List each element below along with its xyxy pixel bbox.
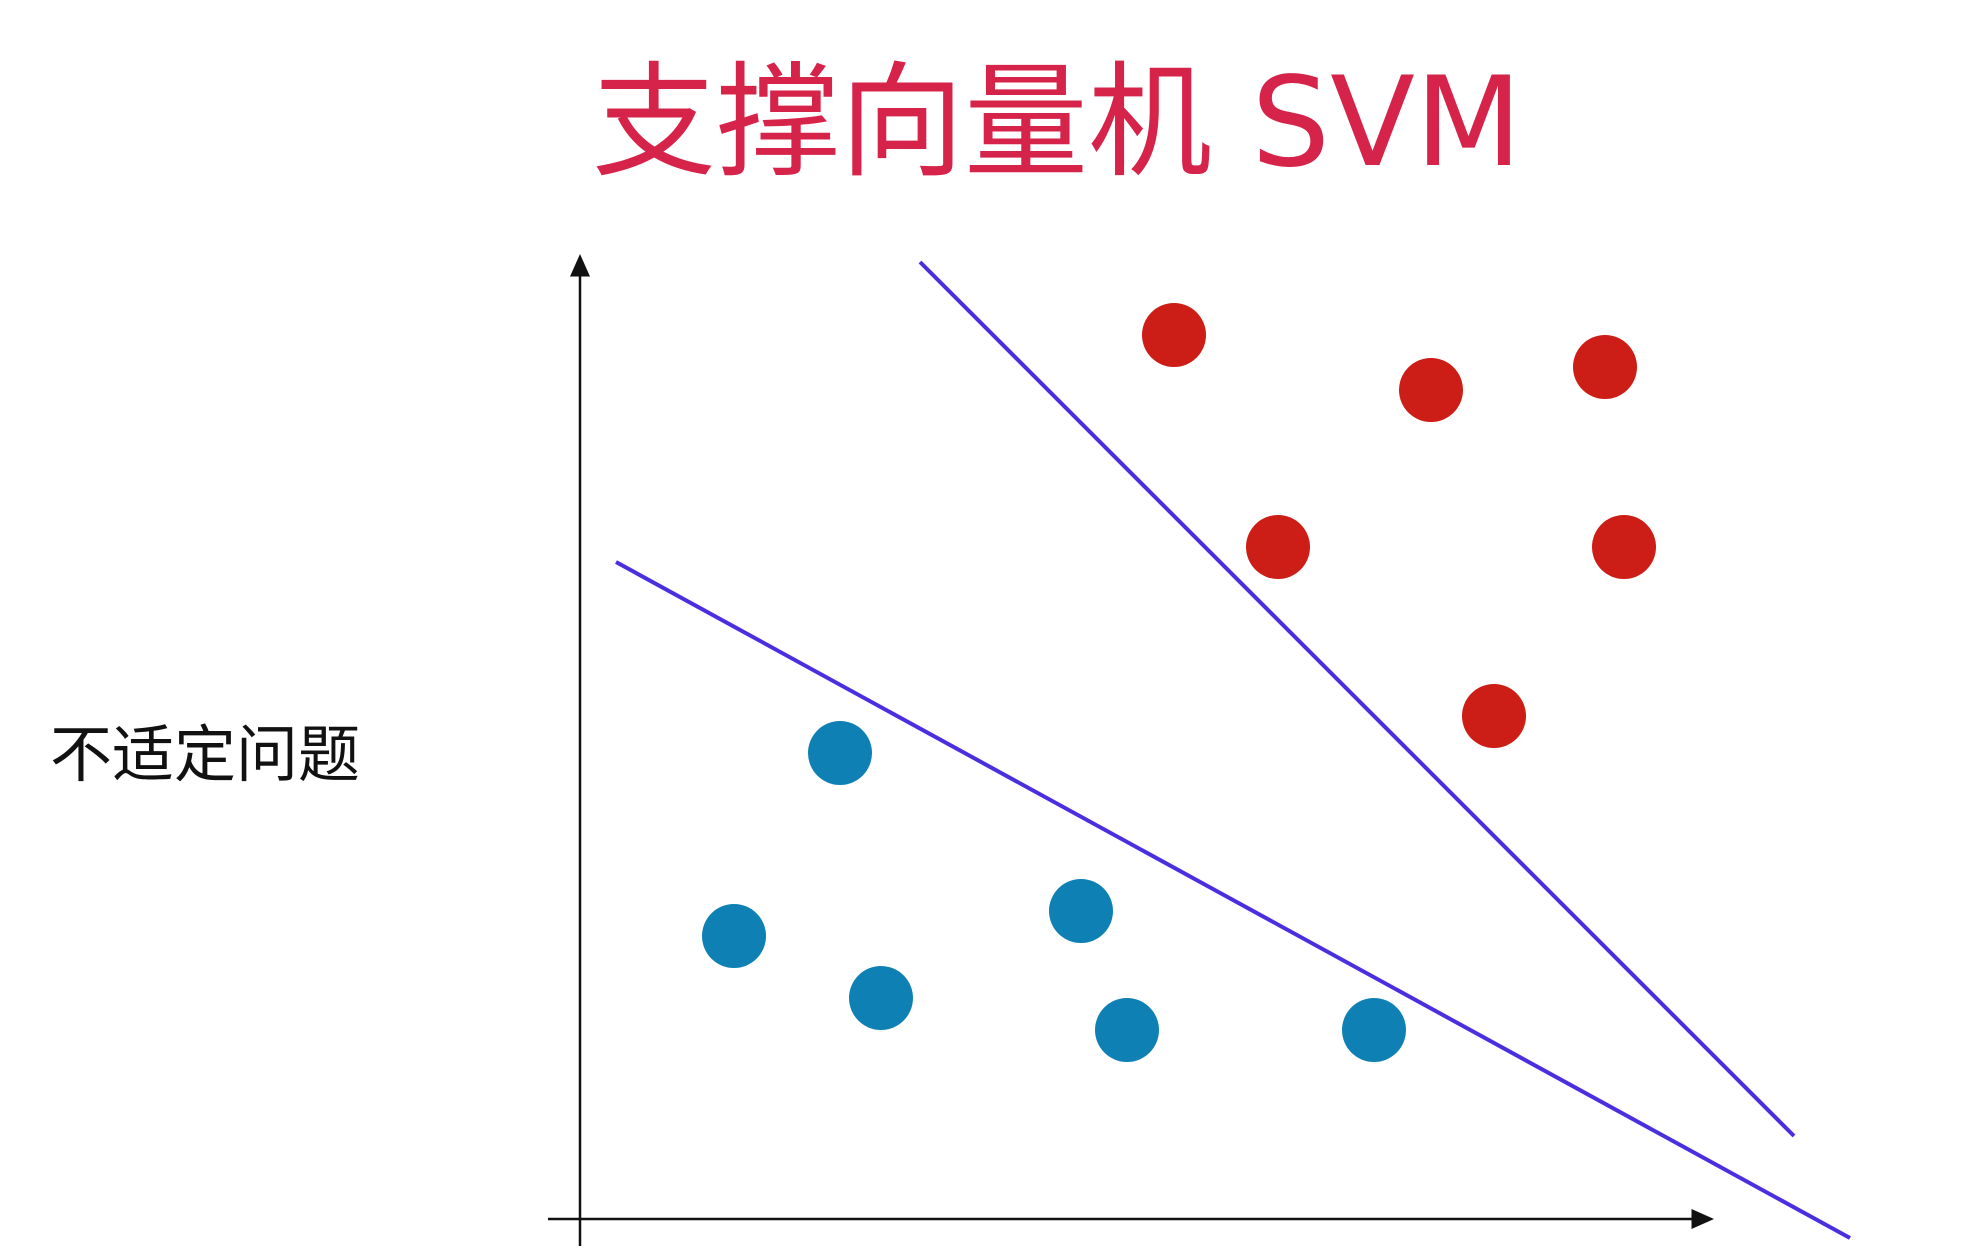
point xyxy=(702,904,766,968)
point xyxy=(1342,998,1406,1062)
blue-points xyxy=(702,721,1406,1062)
point xyxy=(808,721,872,785)
point xyxy=(1095,998,1159,1062)
point xyxy=(1142,303,1206,367)
point xyxy=(1399,358,1463,422)
point xyxy=(1049,879,1113,943)
boundary-line xyxy=(615,560,1851,1240)
side-label: 不适定问题 xyxy=(50,718,360,791)
point xyxy=(1573,335,1637,399)
red-points xyxy=(1142,303,1656,748)
point xyxy=(1246,515,1310,579)
point xyxy=(1592,515,1656,579)
point xyxy=(849,966,913,1030)
point xyxy=(1462,684,1526,748)
title: 支撑向量机 SVM xyxy=(592,51,1522,195)
boundary-line xyxy=(918,260,1796,1138)
